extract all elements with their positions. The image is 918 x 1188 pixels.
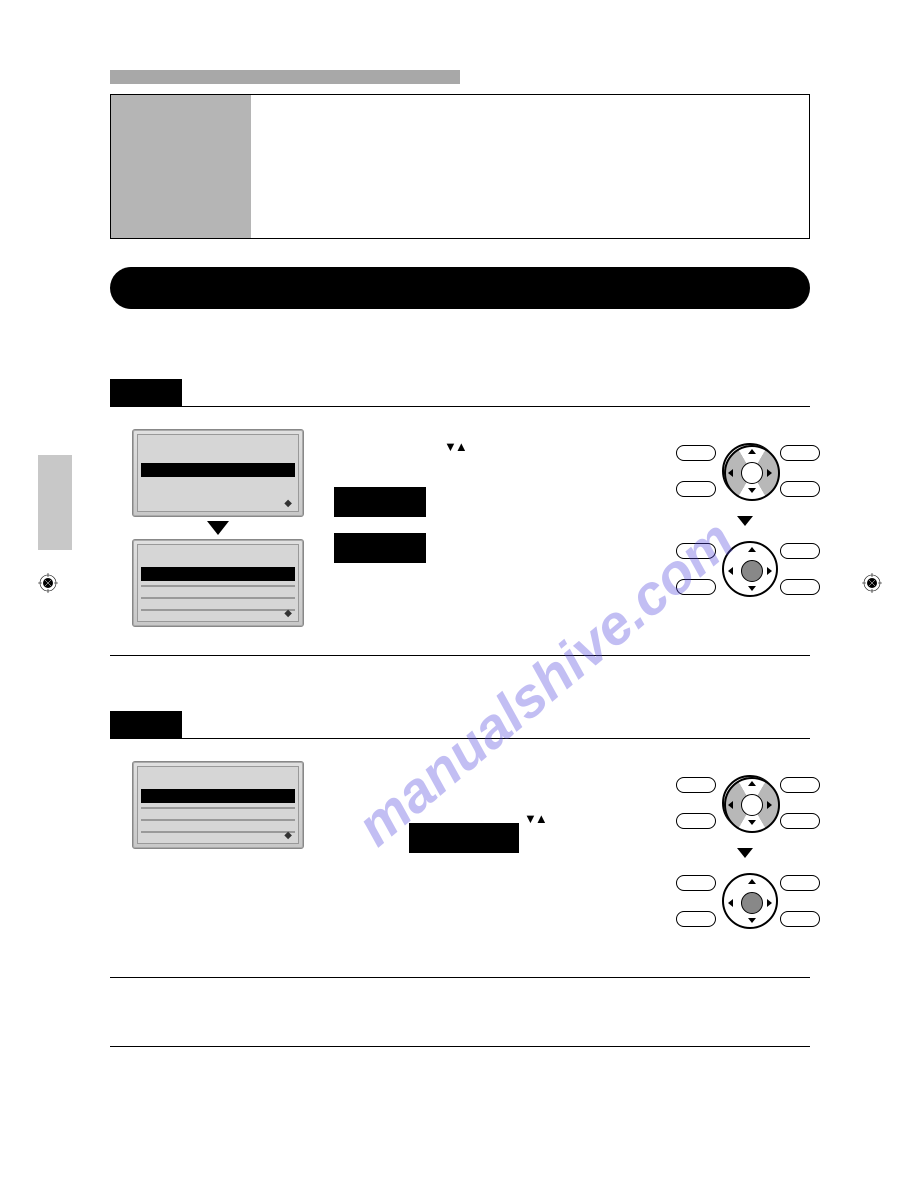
tv-screen-3: ◆	[132, 761, 304, 849]
updown-arrow-icon: ▼▲	[444, 439, 466, 454]
arrow-down-icon	[737, 848, 753, 858]
info-box-gray-panel	[111, 95, 251, 238]
step-3-block: ◆ ▼▲	[110, 711, 810, 945]
divider	[110, 655, 810, 656]
remote-dpad-4[interactable]	[680, 859, 810, 945]
updown-arrow-icon: ▼▲	[524, 811, 546, 826]
step-2-screens: ◆ ◆	[132, 429, 304, 627]
step-3-middle: ▼▲	[334, 761, 634, 853]
tv-screen-2-spinner: ◆	[284, 608, 292, 619]
step-2-middle: ▼▲	[334, 429, 634, 563]
side-tab	[38, 455, 72, 550]
remote-dpad-3[interactable]	[680, 761, 810, 847]
divider	[110, 1046, 810, 1047]
action-button-1[interactable]	[334, 487, 426, 517]
action-button-2[interactable]	[334, 533, 426, 563]
registration-mark-left	[38, 573, 58, 593]
arrow-down-icon	[737, 516, 753, 526]
page-content: ◆ ◆ ▼▲	[110, 70, 810, 1047]
header-bar	[110, 70, 460, 84]
step-3-divider	[110, 738, 810, 739]
info-box	[110, 94, 810, 239]
tv-screen-3-line	[141, 807, 295, 809]
step-3-label	[110, 711, 182, 739]
tv-screen-3-spinner: ◆	[284, 830, 292, 841]
divider	[110, 977, 810, 978]
section-title-bar	[110, 267, 810, 309]
step-2-label	[110, 379, 182, 407]
arrow-down-icon	[207, 521, 229, 535]
tv-screen-1-band	[141, 463, 295, 477]
tv-screen-2-line	[141, 609, 295, 611]
step-2-dpad-col	[680, 429, 810, 613]
tv-screen-1-spinner: ◆	[284, 498, 292, 509]
action-button-3[interactable]	[409, 823, 519, 853]
tv-screen-2: ◆	[132, 539, 304, 627]
registration-mark-right	[862, 573, 882, 593]
remote-dpad-2[interactable]	[680, 527, 810, 613]
tv-screen-1: ◆	[132, 429, 304, 517]
tv-screen-3-line	[141, 831, 295, 833]
tv-screen-3-line	[141, 819, 295, 821]
step-3-dpad-col	[680, 761, 810, 945]
tv-screen-2-line	[141, 597, 295, 599]
tv-screen-2-band	[141, 567, 295, 581]
step-3-screens: ◆	[132, 761, 304, 849]
remote-dpad-1[interactable]	[680, 429, 810, 515]
tv-screen-2-line	[141, 585, 295, 587]
tv-screen-3-band	[141, 789, 295, 803]
step-2-block: ◆ ◆ ▼▲	[110, 379, 810, 627]
step-2-divider	[110, 406, 810, 407]
